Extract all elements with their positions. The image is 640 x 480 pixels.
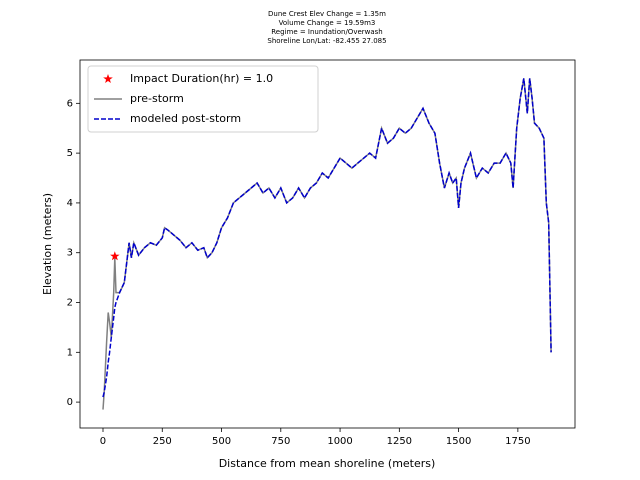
x-tick-label: 250 [153, 436, 172, 447]
legend-label: pre-storm [130, 92, 184, 105]
y-tick-label: 5 [67, 148, 73, 159]
chart-title: Regime = Inundation/Overwash [271, 28, 383, 36]
legend-label: Impact Duration(hr) = 1.0 [130, 72, 273, 85]
legend-box [87, 65, 319, 133]
y-axis-label: Elevation (meters) [41, 193, 54, 295]
plot-frame [79, 59, 576, 429]
x-axis-label: Distance from mean shoreline (meters) [219, 457, 436, 470]
x-tick-label: 1750 [505, 436, 530, 447]
x-tick-label: 1250 [387, 436, 412, 447]
legend-label: modeled post-storm [130, 112, 241, 125]
y-tick-label: 4 [67, 198, 73, 209]
x-tick-label: 500 [212, 436, 231, 447]
impact-marker [110, 251, 120, 261]
y-tick-label: 3 [67, 248, 73, 259]
line-series [102, 78, 552, 398]
x-tick-label: 1000 [327, 436, 352, 447]
y-tick-label: 0 [67, 397, 73, 408]
x-tick-label: 750 [271, 436, 290, 447]
y-tick-label: 2 [67, 298, 73, 309]
chart-title: Shoreline Lon/Lat: -82.455 27.085 [267, 37, 386, 45]
legend-marker [103, 74, 113, 83]
y-tick-label: 6 [67, 98, 73, 109]
y-tick-label: 1 [67, 347, 73, 358]
x-tick-label: 0 [100, 436, 106, 447]
chart-title: Dune Crest Elev Change = 1.35m [268, 10, 386, 18]
chart-title: Volume Change = 19.59m3 [279, 19, 376, 27]
x-tick-label: 1500 [446, 436, 471, 447]
